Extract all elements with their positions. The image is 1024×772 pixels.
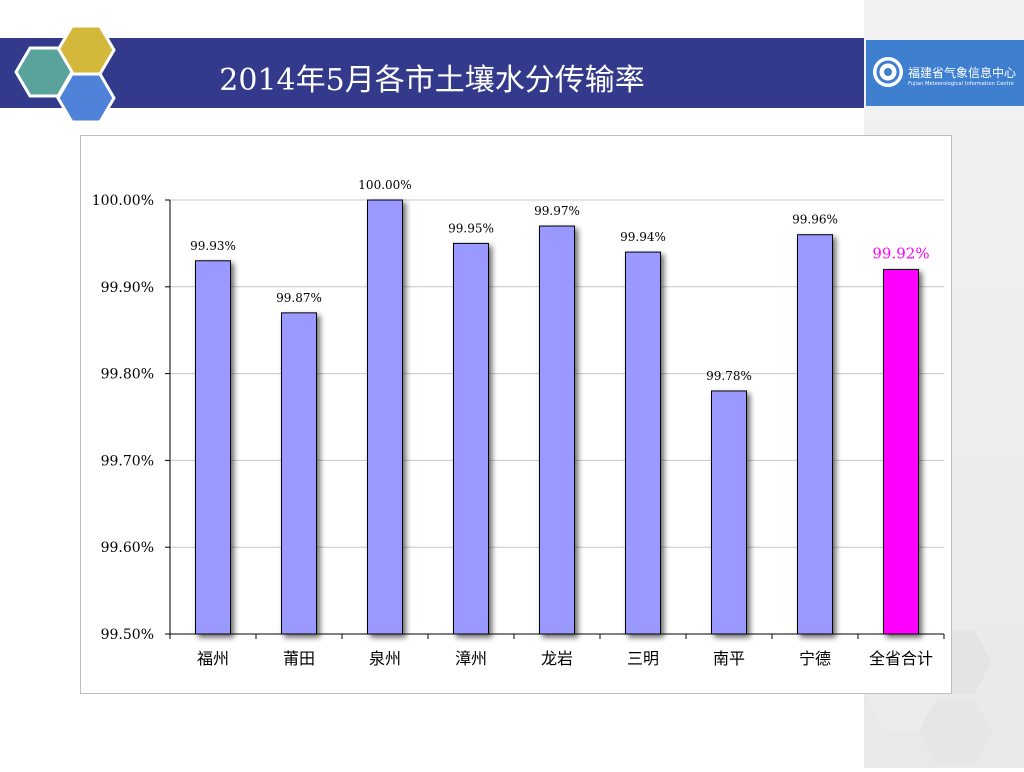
data-label: 100.00%: [358, 178, 411, 192]
bar: [797, 234, 833, 635]
data-label: 99.94%: [620, 230, 666, 244]
category-label: 全省合计: [869, 649, 933, 668]
category-label: 三明: [627, 649, 659, 668]
y-tick-label: 99.50%: [101, 627, 154, 643]
data-label: 99.93%: [190, 239, 236, 253]
bar: [367, 199, 403, 635]
category-label: 龙岩: [541, 649, 573, 668]
bar: [539, 225, 575, 635]
bar-chart: 99.50% 99.60% 99.70% 99.80% 99.90% 100.00% 99.…: [92, 178, 945, 668]
organization-emblem-icon: [873, 57, 903, 87]
category-label: 南平: [713, 649, 745, 668]
bar: [195, 260, 231, 635]
y-tick-label: 99.60%: [101, 540, 154, 556]
category-label: 宁德: [799, 649, 831, 668]
y-tick-label: 99.90%: [101, 280, 154, 296]
y-tick-label: 99.80%: [101, 367, 154, 383]
y-tick-label: 99.70%: [101, 453, 154, 469]
chart-frame: 99.50% 99.60% 99.70% 99.80% 99.90% 100.00% 99.…: [80, 135, 952, 694]
bar: [281, 312, 317, 635]
y-tick-label: 100.00%: [92, 193, 154, 209]
data-label: 99.97%: [534, 204, 580, 218]
category-label: 漳州: [455, 649, 487, 668]
title-bar: [0, 38, 864, 108]
bar: [625, 251, 661, 635]
organization-name-cn: 福建省气象信息中心: [908, 66, 1017, 80]
category-label: 莆田: [283, 649, 315, 668]
category-label: 泉州: [369, 649, 401, 668]
bar: [711, 390, 747, 635]
organization-name-en: Fujian Meteorological Information Centre: [908, 81, 1014, 87]
category-label: 福州: [197, 649, 229, 668]
data-label: 99.95%: [448, 221, 494, 235]
slide-title: 2014年5月各市土壤水分传输率: [219, 63, 645, 98]
data-label: 99.78%: [706, 369, 752, 383]
bar: [883, 268, 919, 635]
hexagon-logo-decoration: [14, 24, 116, 124]
data-label: 99.87%: [276, 291, 322, 305]
organization-logo-box: [866, 40, 1024, 106]
data-label: 99.96%: [792, 213, 838, 227]
data-label: 99.92%: [872, 244, 929, 262]
bar: [453, 242, 489, 635]
